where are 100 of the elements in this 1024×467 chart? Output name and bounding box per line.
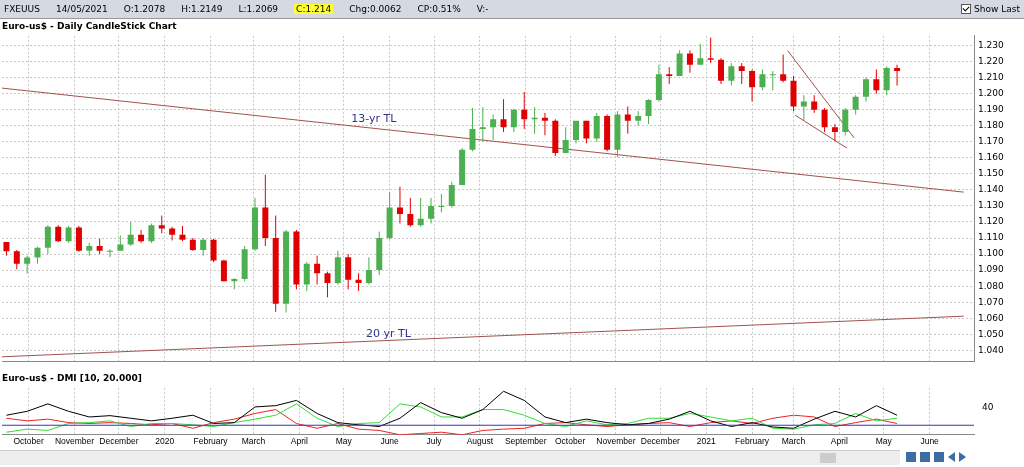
annotation: 13-yr TL: [351, 112, 398, 126]
annotation: 20 yr TL: [365, 327, 412, 341]
candlestick: [428, 197, 435, 225]
candlestick: [500, 98, 507, 133]
text: 40: [982, 402, 994, 413]
y-tick-label: 1.150: [978, 168, 1005, 179]
candlestick: [138, 229, 145, 244]
candlestick: [883, 65, 890, 96]
candlestick: [624, 105, 631, 135]
x-tick-label: March: [781, 436, 806, 447]
y-tick-label: 1.130: [978, 200, 1005, 211]
text: V:-: [476, 4, 489, 14]
candlestick: [728, 62, 735, 87]
y-tick-label: 1.140: [978, 184, 1005, 195]
x-tick-label: July: [426, 436, 443, 447]
candlestick: [75, 225, 82, 253]
candlestick: [510, 108, 517, 133]
candlestick: [645, 98, 652, 125]
candlestick: [769, 70, 776, 91]
candlestick: [593, 112, 600, 143]
candlestick: [541, 112, 548, 136]
candlestick: [44, 224, 51, 255]
x-tick-label: August: [466, 436, 494, 447]
text: 14/05/2021: [55, 4, 108, 14]
text: Chg:0.0062: [349, 4, 402, 14]
y-tick-label: 1.190: [978, 103, 1005, 114]
y-tick-label: 1.210: [978, 71, 1005, 82]
text: L:1.2069: [238, 4, 279, 14]
candlestick: [365, 256, 372, 286]
x-tick-label: November: [596, 436, 636, 447]
candlestick: [438, 193, 445, 213]
candlestick: [479, 106, 486, 143]
y-tick-label: 1.070: [978, 296, 1005, 307]
candlestick: [407, 197, 414, 228]
text: O:1.2078: [123, 4, 166, 14]
x-tick-label: October: [13, 436, 44, 447]
candlestick: [676, 49, 683, 77]
text: C:1.214: [294, 4, 334, 14]
x-tick-label: December: [640, 436, 681, 447]
y-tick-label: 1.220: [978, 55, 1005, 66]
x-tick-label: June: [380, 436, 400, 447]
x-tick-label: June: [920, 436, 940, 447]
x-tick-label: December: [99, 436, 139, 447]
candlestick: [749, 69, 756, 103]
x-tick-label: October: [554, 436, 586, 447]
candlestick: [873, 69, 880, 95]
candlestick: [821, 107, 828, 133]
x-tick-label: February: [193, 436, 229, 447]
x-tick-label: May: [335, 436, 353, 447]
candlestick: [345, 253, 352, 290]
text: H:1.2149: [181, 4, 223, 14]
y-tick-label: 1.180: [978, 120, 1005, 131]
y-tick-label: 1.060: [978, 312, 1005, 323]
text: Show Last: [974, 4, 1020, 14]
candlestick: [831, 123, 838, 142]
candlestick: [707, 37, 714, 64]
x-tick-label: February: [735, 436, 770, 447]
candlestick: [448, 181, 455, 209]
y-tick-label: 1.160: [978, 152, 1005, 163]
candlestick: [718, 57, 725, 85]
candlestick: [894, 64, 901, 87]
candlestick: [562, 126, 569, 154]
candlestick: [13, 249, 20, 270]
y-tick-label: 1.100: [978, 248, 1005, 259]
candlestick: [417, 197, 424, 228]
text: FXEUUS: [4, 4, 40, 14]
candlestick: [521, 91, 528, 130]
x-tick-label: 2020: [155, 436, 175, 447]
text: CP:0.51%: [417, 4, 461, 14]
candlestick: [210, 238, 217, 263]
y-tick-label: 1.040: [978, 344, 1005, 355]
candlestick: [490, 113, 497, 141]
y-tick-label: 1.090: [978, 264, 1005, 275]
y-tick-label: 1.170: [978, 136, 1005, 147]
chart-title: Euro-us$ - Daily CandleStick Chart: [2, 20, 178, 31]
candlestick: [127, 221, 134, 247]
candlestick: [469, 107, 476, 152]
chart-title: Euro-us$ - DMI [10, 20.000]: [2, 372, 142, 383]
x-tick-label: 2021: [696, 436, 716, 447]
candlestick: [697, 43, 704, 66]
y-tick-label: 1.200: [978, 87, 1005, 98]
y-tick-label: 1.050: [978, 328, 1005, 339]
x-tick-label: March: [241, 436, 266, 447]
x-tick-label: September: [504, 436, 547, 447]
candlestick: [396, 186, 403, 225]
candlestick: [842, 107, 849, 136]
candlestick: [738, 62, 745, 85]
x-tick-label: April: [290, 436, 308, 447]
candlestick: [759, 69, 766, 91]
candlestick: [852, 94, 859, 115]
x-tick-label: May: [875, 436, 893, 447]
candlestick: [324, 271, 331, 298]
candlestick: [686, 49, 693, 74]
candlestick: [314, 255, 321, 286]
candlestick: [148, 223, 155, 244]
candlestick: [780, 54, 787, 83]
x-tick-label: November: [54, 436, 95, 447]
y-tick-label: 1.120: [978, 216, 1005, 227]
x-tick-label: April: [830, 436, 848, 447]
y-tick-label: 1.230: [978, 39, 1005, 50]
